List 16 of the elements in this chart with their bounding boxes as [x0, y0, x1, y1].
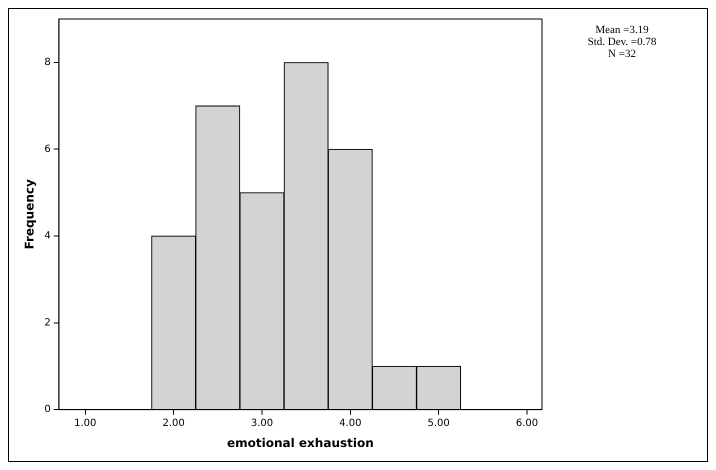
text: Std. Dev. =0.78	[588, 36, 657, 48]
x-tick-label: 6.00	[516, 418, 538, 430]
y-axis-title: Frequency	[22, 179, 36, 250]
y-tick-label: 2	[44, 317, 51, 328]
y-tick-label: 8	[44, 56, 51, 68]
y-tick-label: 0	[44, 404, 51, 416]
x-tick-label: 2.00	[162, 418, 185, 430]
text: Mean =3.19	[595, 24, 650, 36]
x-tick-label: 1.00	[74, 418, 96, 430]
text: N =32	[608, 48, 636, 60]
y-tick-label: 6	[44, 144, 51, 155]
x-tick-label: 5.00	[428, 418, 450, 430]
x-tick-label: 4.00	[339, 418, 362, 430]
x-axis-title: emotional exhaustion	[227, 436, 374, 450]
y-tick-label: 4	[44, 230, 51, 242]
x-tick-label: 3.00	[250, 418, 274, 430]
